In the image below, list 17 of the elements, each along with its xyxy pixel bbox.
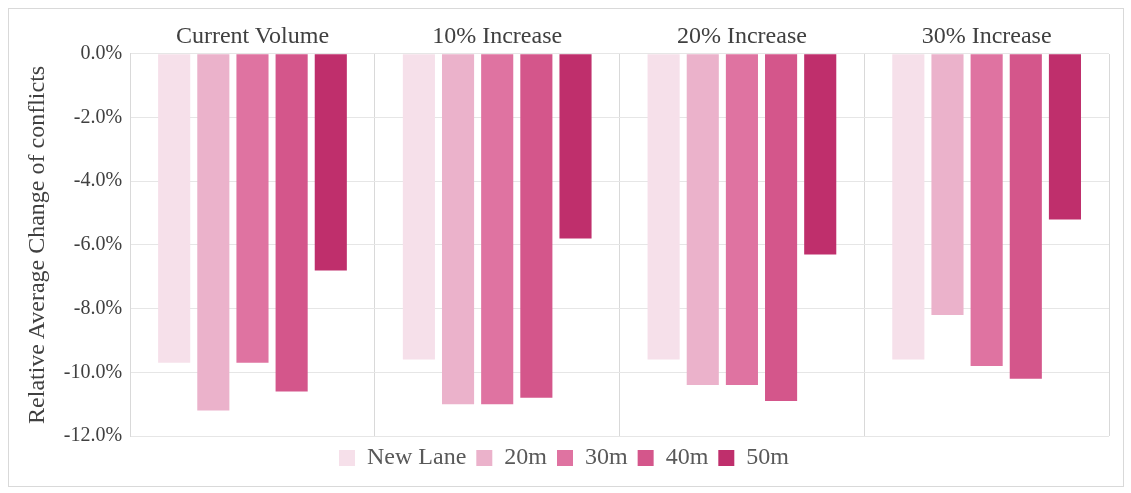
x-tick-label: Current Volume: [175, 21, 330, 48]
y-tick-label: -2.0%: [73, 104, 123, 127]
x-tick-label: 10% Increase: [432, 21, 563, 48]
legend-label: 50m: [746, 443, 790, 470]
legend-label: 30m: [584, 443, 628, 470]
legend-label: 20m: [504, 443, 548, 470]
y-tick-label: -8.0%: [73, 295, 123, 318]
y-axis-title: Relative Average Change of conflicts: [22, 65, 49, 424]
y-tick-label: -4.0%: [73, 168, 123, 191]
y-tick-label: -6.0%: [73, 232, 123, 255]
x-tick-label: 20% Increase: [676, 21, 807, 48]
legend-label: New Lane: [367, 443, 467, 470]
y-tick-label: 0.0%: [80, 41, 123, 64]
y-tick-label: -12.0%: [63, 423, 123, 446]
x-tick-label: 30% Increase: [921, 21, 1052, 48]
y-tick-label: -10.0%: [63, 359, 123, 382]
legend-label: 40m: [665, 443, 709, 470]
